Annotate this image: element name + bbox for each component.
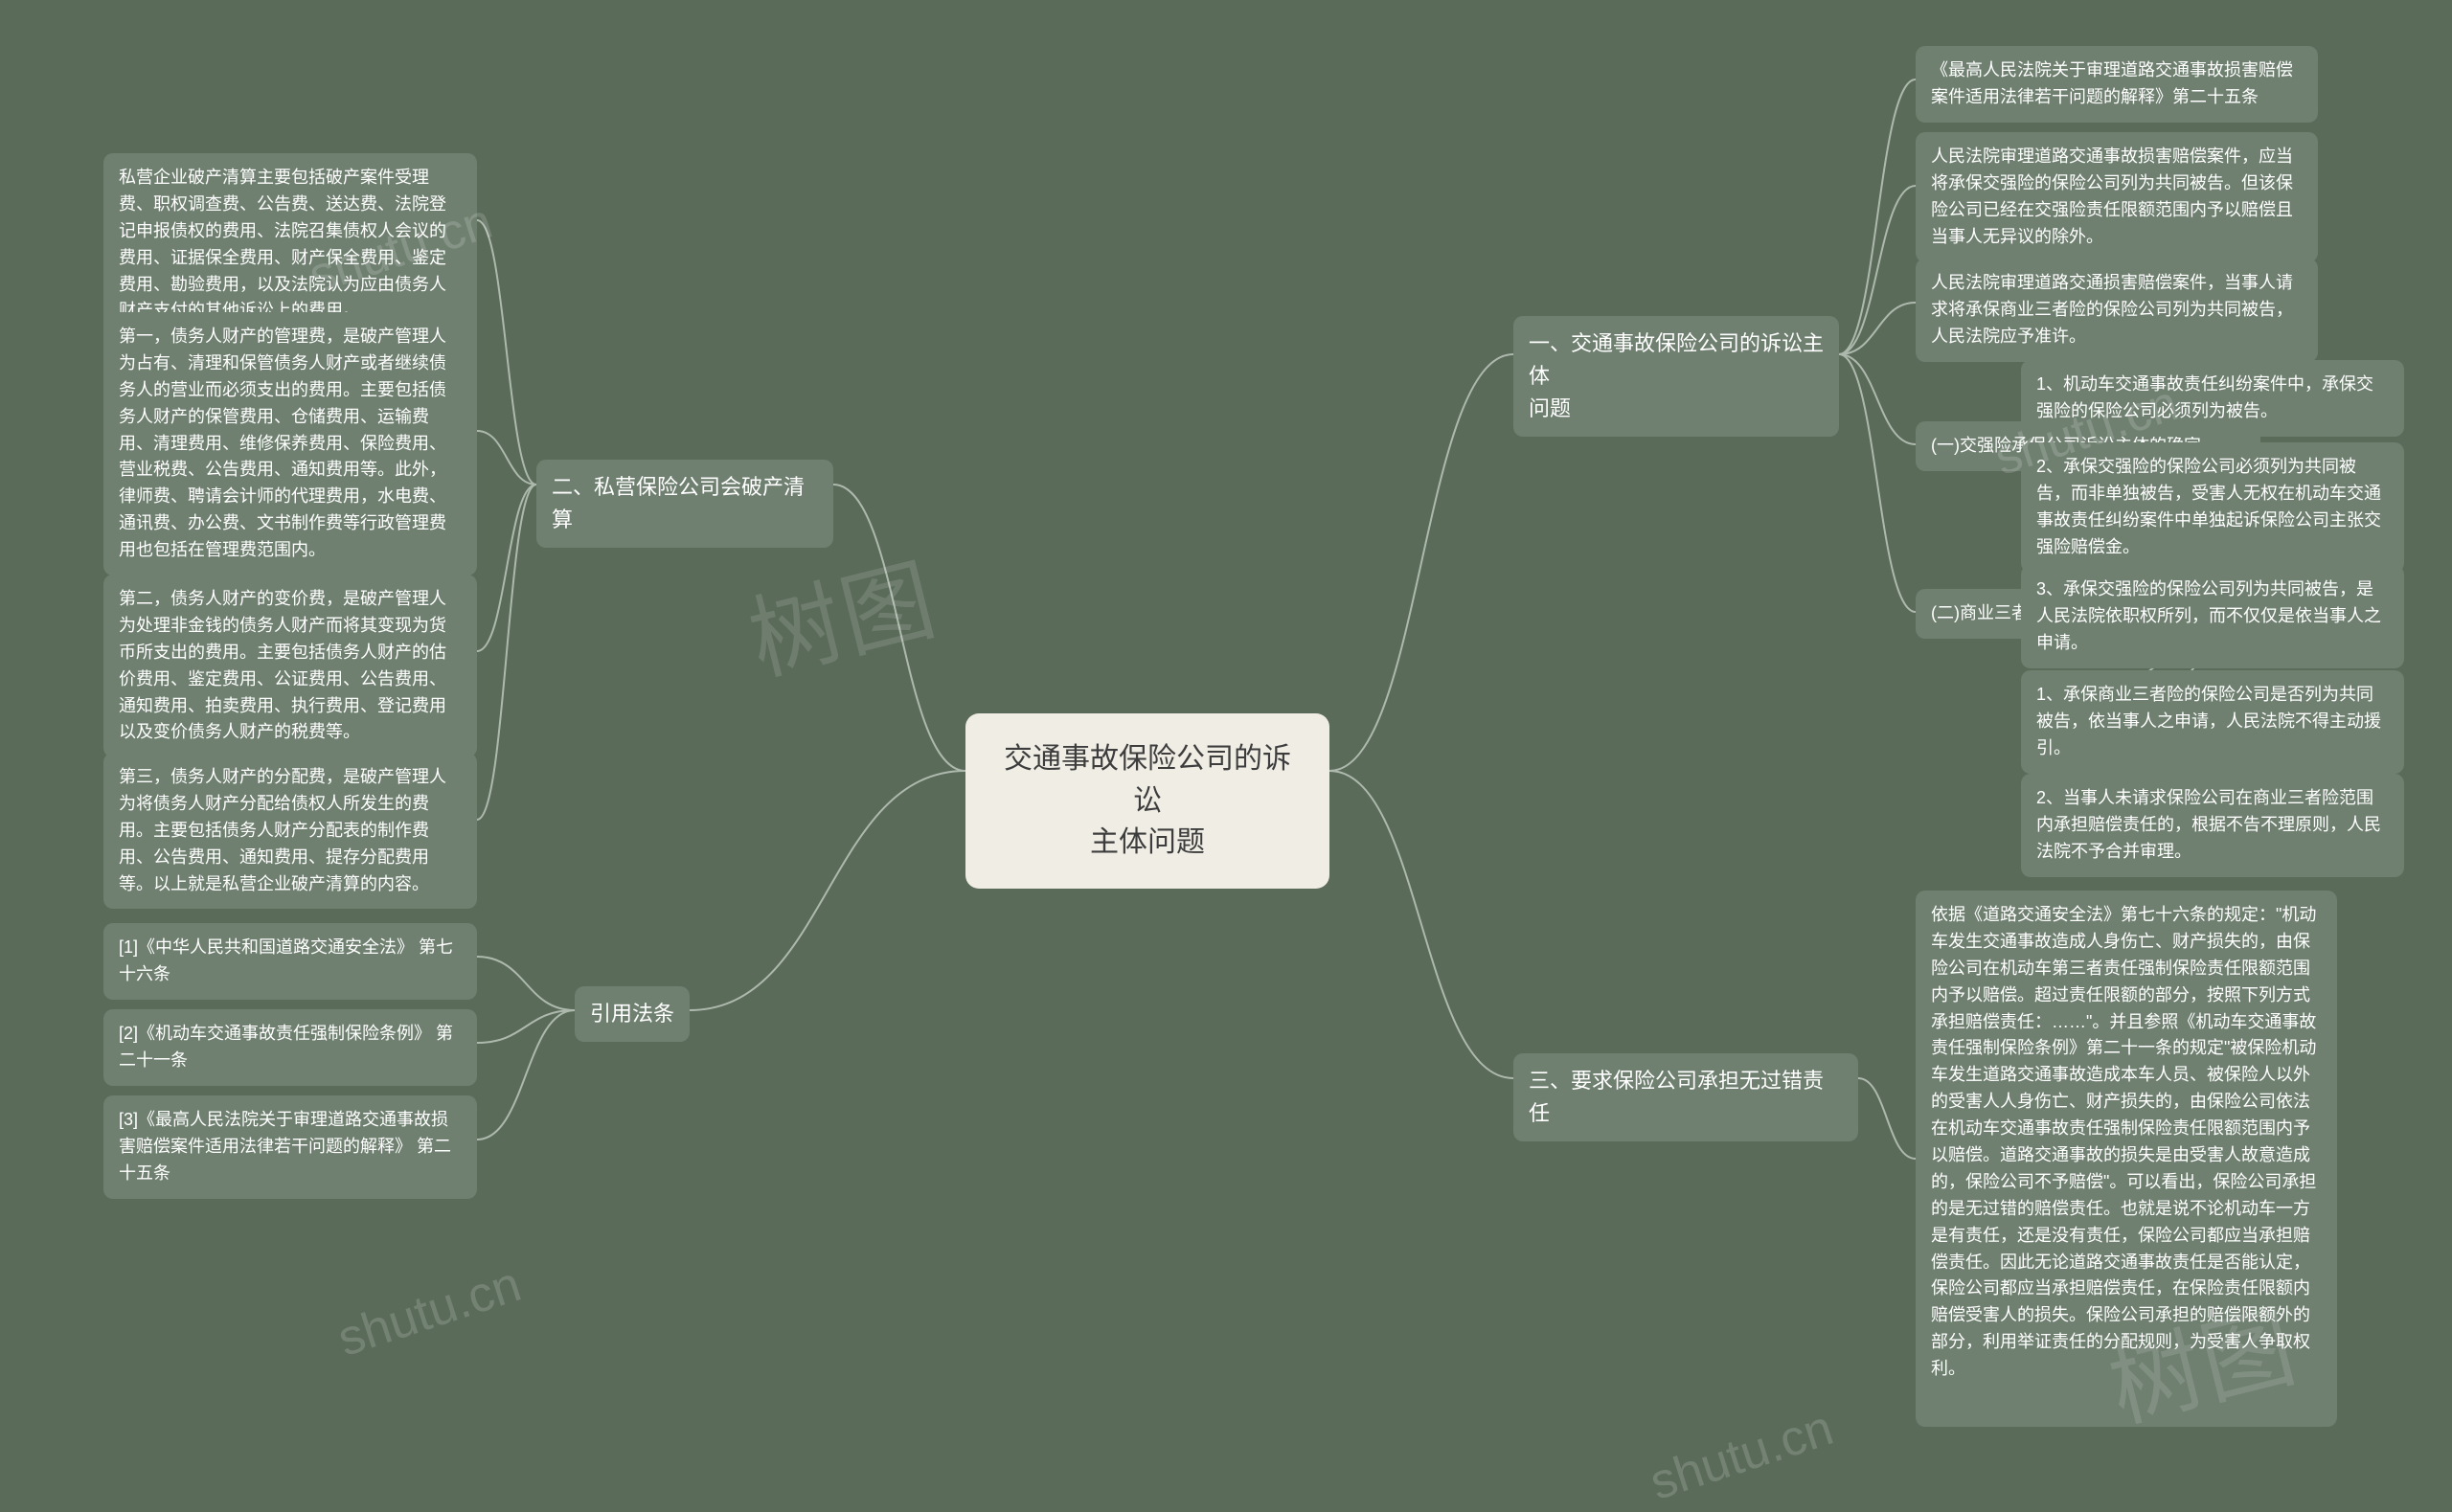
node-l_b4_2: [3]《最高人民法院关于审理道路交通事故损害赔偿案件适用法律若干问题的解释》 第…: [103, 1095, 477, 1199]
node-l_b1_2: 人民法院审理道路交通损害赔偿案件，当事人请求将承保商业三者险的保险公司列为共同被…: [1916, 259, 2318, 362]
node-b4: 引用法条: [575, 986, 690, 1042]
node-l_b1a_1: 2、承保交强险的保险公司必须列为共同被告，而非单独被告，受害人无权在机动车交通事…: [2021, 442, 2404, 573]
node-root: 交通事故保险公司的诉讼 主体问题: [965, 713, 1329, 889]
node-b3: 三、要求保险公司承担无过错责任: [1513, 1053, 1858, 1141]
node-b1: 一、交通事故保险公司的诉讼主体 问题: [1513, 316, 1839, 437]
watermark: 树图: [734, 525, 948, 699]
node-l_b4_1: [2]《机动车交通事故责任强制保险条例》 第二十一条: [103, 1009, 477, 1086]
edge: [1839, 354, 1916, 444]
node-l_b1a_0: 1、机动车交通事故责任纠纷案件中，承保交强险的保险公司必须列为被告。: [2021, 360, 2404, 437]
edge: [1839, 354, 1916, 612]
edge: [1839, 186, 1916, 354]
edge: [477, 957, 575, 1010]
edge: [477, 485, 536, 820]
node-l_b2_1: 第一，债务人财产的管理费，是破产管理人为占有、清理和保管债务人财产或者继续债务人…: [103, 312, 477, 575]
edge: [1329, 354, 1513, 771]
edge: [833, 485, 965, 771]
edge: [1839, 79, 1916, 354]
edge: [690, 771, 965, 1010]
node-l_b4_0: [1]《中华人民共和国道路交通安全法》 第七十六条: [103, 923, 477, 1000]
node-l_b2_2: 第二，债务人财产的变价费，是破产管理人为处理非金钱的债务人财产而将其变现为货币所…: [103, 575, 477, 757]
node-l_b1_1: 人民法院审理道路交通事故损害赔偿案件，应当将承保交强险的保险公司列为共同被告。但…: [1916, 132, 2318, 262]
node-l_b1b_0: 1、承保商业三者险的保险公司是否列为共同被告，依当事人之申请，人民法院不得主动援…: [2021, 670, 2404, 774]
watermark: shutu.cn: [331, 1255, 528, 1368]
edge: [477, 220, 536, 485]
node-l_b2_0: 私营企业破产清算主要包括破产案件受理费、职权调查费、公告费、送达费、法院登记申报…: [103, 153, 477, 336]
node-l_b1a_2: 3、承保交强险的保险公司列为共同被告，是人民法院依职权所列，而不仅仅是依当事人之…: [2021, 565, 2404, 668]
edge: [1839, 303, 1916, 354]
edge: [1329, 771, 1513, 1078]
edge: [1858, 1078, 1916, 1159]
watermark: shutu.cn: [1644, 1399, 1840, 1512]
node-l_b3_0: 依据《道路交通安全法》第七十六条的规定："机动车发生交通事故造成人身伤亡、财产损…: [1916, 891, 2337, 1427]
node-b2: 二、私营保险公司会破产清算: [536, 460, 833, 548]
node-l_b2_3: 第三，债务人财产的分配费，是破产管理人为将债务人财产分配给债权人所发生的费用。主…: [103, 753, 477, 909]
edge: [477, 1010, 575, 1043]
edge: [477, 485, 536, 651]
edge: [477, 1010, 575, 1140]
edge: [477, 431, 536, 485]
node-l_b1_0: 《最高人民法院关于审理道路交通事故损害赔偿案件适用法律若干问题的解释》第二十五条: [1916, 46, 2318, 123]
node-l_b1b_1: 2、当事人未请求保险公司在商业三者险范围内承担赔偿责任的，根据不告不理原则，人民…: [2021, 774, 2404, 877]
